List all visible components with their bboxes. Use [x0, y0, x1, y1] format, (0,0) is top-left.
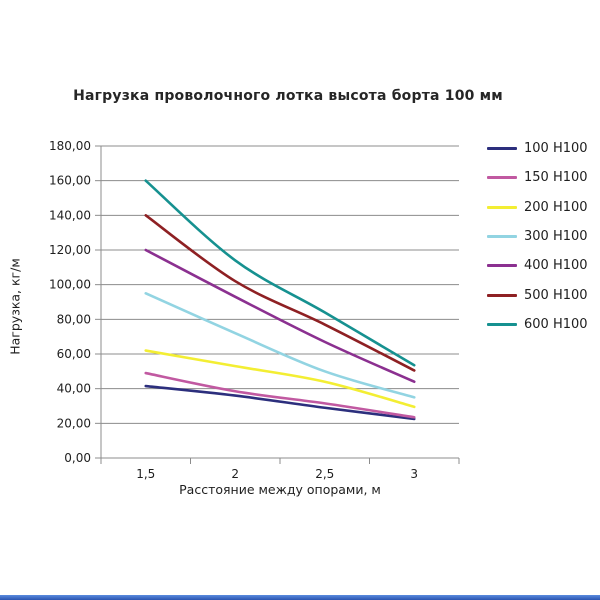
legend-label: 100 Н100 [524, 141, 588, 157]
y-tick-label: 160,00 [49, 174, 91, 188]
series-line-150-н100 [144, 371, 416, 419]
legend-label: 200 Н100 [524, 199, 588, 215]
y-tick-label: 40,00 [57, 382, 91, 396]
legend-item: 150 Н100 [487, 163, 588, 192]
series-line-200-н100 [144, 349, 416, 409]
series-line-500-н100 [144, 214, 416, 372]
x-tick-label: 1,5 [136, 467, 155, 481]
y-tick-label: 140,00 [49, 208, 91, 222]
window-edge-bar [0, 595, 600, 600]
y-tick-label: 60,00 [57, 347, 91, 361]
legend-swatch-line [487, 264, 517, 268]
legend-swatch-line [487, 147, 517, 151]
legend-item: 600 Н100 [487, 310, 588, 339]
chart-title: Нагрузка проволочного лотка высота борта… [73, 88, 503, 104]
y-tick-label: 100,00 [49, 278, 91, 292]
y-tick-label: 20,00 [57, 416, 91, 430]
legend-swatch-line [487, 176, 517, 180]
legend-swatch-line [487, 293, 517, 297]
legend-label: 400 Н100 [524, 258, 588, 274]
legend-item: 400 Н100 [487, 251, 588, 280]
legend: 100 Н100 150 Н100 200 Н100 300 Н100 400 Н100… [487, 134, 588, 339]
series-line-600-н100 [144, 179, 416, 367]
series-line-100-н100 [144, 384, 416, 421]
legend-label: 500 Н100 [524, 287, 588, 303]
y-tick-label: 0,00 [64, 451, 91, 465]
legend-label: 600 Н100 [524, 316, 588, 332]
legend-label: 150 Н100 [524, 170, 588, 186]
x-tick-label: 3 [410, 467, 418, 481]
series-line-300-н100 [144, 292, 416, 399]
legend-swatch-line [487, 322, 517, 326]
y-tick-label: 120,00 [49, 243, 91, 257]
series-line-400-н100 [144, 248, 416, 384]
legend-label: 300 Н100 [524, 229, 588, 245]
legend-item: 500 Н100 [487, 280, 588, 309]
legend-item: 100 Н100 [487, 134, 588, 163]
plot-area: 0,00 20,00 40,00 60,00 80,00 100,00 120,00 140,… [49, 139, 460, 481]
legend-swatch-line [487, 205, 517, 209]
x-tick-label: 2 [231, 467, 239, 481]
legend-item: 200 Н100 [487, 193, 588, 222]
legend-swatch-line [487, 235, 517, 239]
legend-item: 300 Н100 [487, 222, 588, 251]
x-tick-label: 2,5 [315, 467, 334, 481]
y-tick-label: 80,00 [57, 312, 91, 326]
x-axis-title: Расстояние между опорами, м [179, 482, 381, 497]
y-tick-label: 180,00 [49, 139, 91, 153]
